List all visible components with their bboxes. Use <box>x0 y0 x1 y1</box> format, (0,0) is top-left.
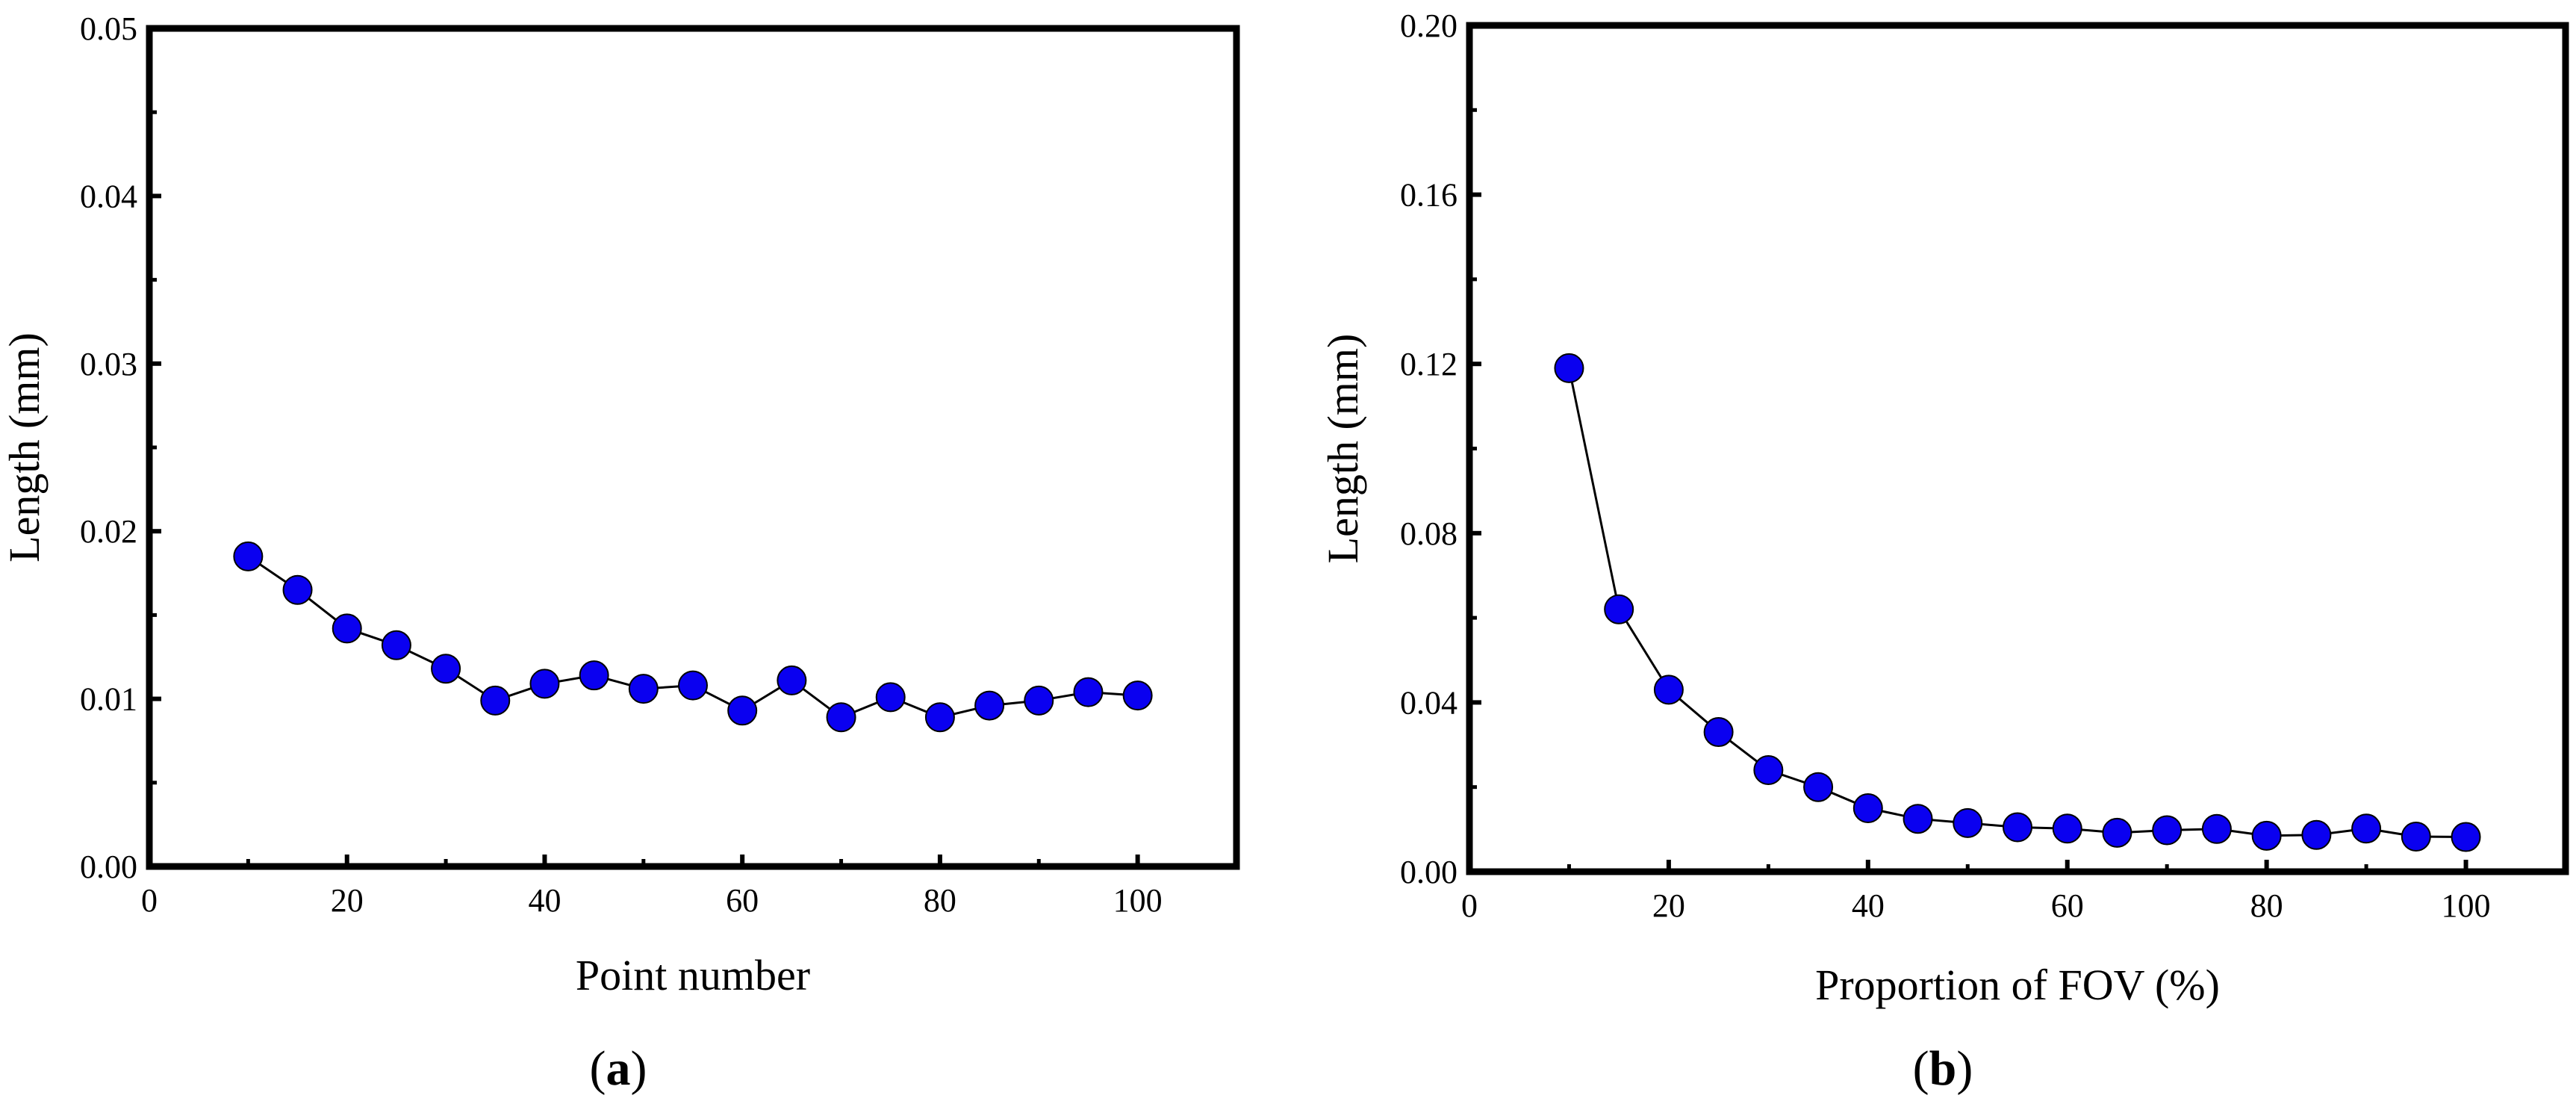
plot-frame-b <box>1466 22 2569 875</box>
data-point-a <box>233 541 264 571</box>
panel-label-close: ) <box>631 1041 647 1096</box>
y-tick-label-a: 0.02 <box>80 513 137 550</box>
y-tick-label-b: 0.04 <box>1400 684 1457 721</box>
y-axis-title-b: Length (mm) <box>1319 334 1367 564</box>
x-tick-label-b: 0 <box>1461 887 1478 924</box>
x-tick-label-a: 100 <box>1113 882 1163 919</box>
data-point-b <box>1953 807 1983 838</box>
data-point-b <box>1803 772 1834 802</box>
data-point-a <box>826 702 856 733</box>
x-tick-label-a: 20 <box>331 882 364 919</box>
data-point-b <box>2451 822 2481 852</box>
data-point-a <box>875 682 906 713</box>
data-point-a <box>727 695 758 726</box>
y-tick-label-a: 0.00 <box>80 849 137 885</box>
data-point-a <box>579 660 609 691</box>
data-point-b <box>2401 821 2431 852</box>
data-point-a <box>1073 677 1104 707</box>
panel-label-a: (a) <box>590 1041 647 1096</box>
data-point-b <box>2201 813 2232 844</box>
x-tick-label-b: 100 <box>2442 887 2491 924</box>
data-point-b <box>2102 817 2132 848</box>
panel-b-chart: 0 20 40 60 80 100 0.00 0.04 0.08 0.12 0.16 0.20 Prop… <box>1319 7 2569 1096</box>
plot-frame-a <box>146 25 1240 870</box>
x-tick-label-a: 80 <box>924 882 956 919</box>
data-point-a <box>282 574 313 605</box>
y-tick-label-b: 0.16 <box>1400 177 1457 214</box>
data-point-a <box>628 674 659 704</box>
data-point-a <box>1024 685 1054 716</box>
y-tick-label-a: 0.01 <box>80 681 137 718</box>
x-tick-label-b: 40 <box>1852 887 1885 924</box>
data-point-a <box>678 670 708 701</box>
data-point-b <box>2251 820 2282 851</box>
data-point-a <box>974 690 1005 721</box>
data-point-b <box>1753 755 1784 786</box>
series-line-b <box>1567 368 2466 839</box>
data-point-a <box>480 685 511 716</box>
panel-label-open: ( <box>590 1041 606 1096</box>
y-tick-label-a: 0.05 <box>80 10 137 47</box>
y-tick-label-b: 0.00 <box>1400 854 1457 890</box>
y-tick-label-b: 0.20 <box>1400 7 1457 44</box>
data-point-b <box>2301 819 2332 850</box>
data-point-a <box>529 669 560 699</box>
data-point-b <box>2052 813 2082 844</box>
x-axis-title-a: Point number <box>576 951 810 999</box>
x-tick-label-b: 20 <box>1652 887 1685 924</box>
data-point-b <box>1554 353 1584 383</box>
x-tick-label-a: 0 <box>141 882 158 919</box>
x-tick-label-b: 80 <box>2250 887 2283 924</box>
x-tick-label-a: 40 <box>528 882 561 919</box>
data-point-a <box>431 654 461 684</box>
data-point-a <box>924 702 955 733</box>
data-point-a <box>332 613 362 644</box>
data-point-a <box>777 665 807 695</box>
data-point-b <box>2351 813 2382 844</box>
data-point-a <box>381 630 411 660</box>
x-tick-label-b: 60 <box>2051 887 2084 924</box>
data-point-b <box>1604 594 1634 624</box>
y-tick-label-b: 0.12 <box>1400 346 1457 382</box>
panel-label-letter: a <box>606 1041 631 1096</box>
panel-label-close: ) <box>1956 1041 1973 1096</box>
x-axis-title-b: Proportion of FOV (%) <box>1815 961 2220 1009</box>
panel-label-open: ( <box>1913 1041 1929 1096</box>
y-tick-label-a: 0.04 <box>80 178 137 214</box>
y-tick-label-a: 0.03 <box>80 346 137 382</box>
x-tick-label-a: 60 <box>726 882 759 919</box>
data-point-b <box>1703 717 1734 748</box>
y-tick-label-b: 0.08 <box>1400 515 1457 552</box>
data-point-b <box>2152 815 2183 846</box>
data-point-a <box>1122 680 1153 711</box>
panel-label-b: (b) <box>1913 1041 1973 1096</box>
data-point-b <box>2003 812 2032 843</box>
y-axis-title-a: Length (mm) <box>0 332 49 562</box>
panel-label-letter: b <box>1929 1041 1957 1096</box>
data-point-b <box>1852 793 1883 824</box>
data-point-b <box>1903 804 1933 834</box>
panel-a-chart: 0 20 40 60 80 100 0.00 0.01 0.02 0.03 0.04 0.05 Poin… <box>0 10 1240 1096</box>
data-point-b <box>1653 675 1684 705</box>
